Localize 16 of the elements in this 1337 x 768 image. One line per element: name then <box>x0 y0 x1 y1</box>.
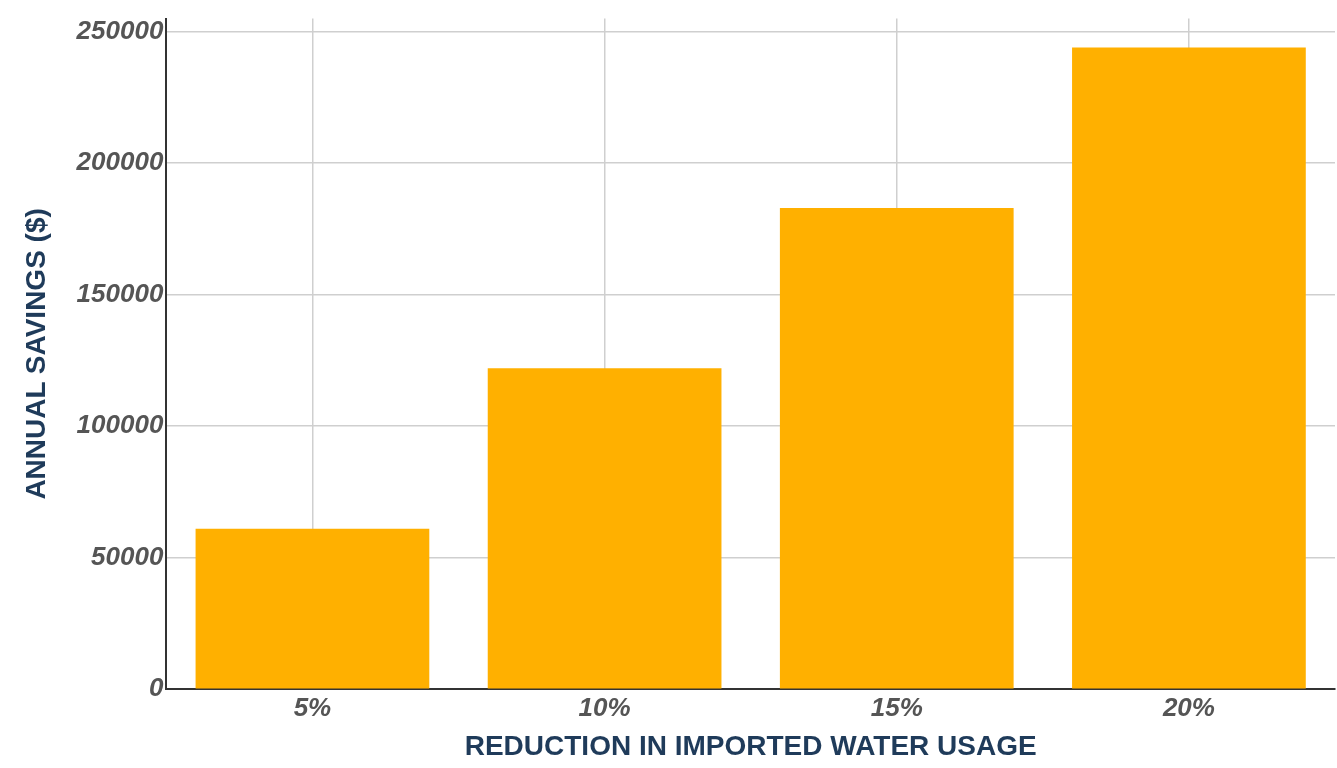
y-tick-label: 50000 <box>91 540 164 571</box>
bar <box>1072 47 1306 689</box>
y-tick-label: 100000 <box>76 409 164 440</box>
y-axis-title: ANNUAL SAVINGS ($) <box>19 208 51 500</box>
x-axis-title: REDUCTION IN IMPORTED WATER USAGE <box>464 729 1037 761</box>
bar <box>779 207 1014 689</box>
x-tick-label: 15% <box>870 691 923 722</box>
y-tick-label: 200000 <box>75 146 164 177</box>
y-tick-label: 150000 <box>76 277 164 308</box>
bar <box>195 528 430 689</box>
x-tick-label: 20% <box>1161 691 1215 722</box>
y-tick-label: 250000 <box>75 14 164 45</box>
bar <box>487 368 722 689</box>
x-tick-label: 10% <box>578 691 631 722</box>
x-tick-label: 5% <box>293 691 332 722</box>
y-tick-label: 0 <box>148 672 164 703</box>
